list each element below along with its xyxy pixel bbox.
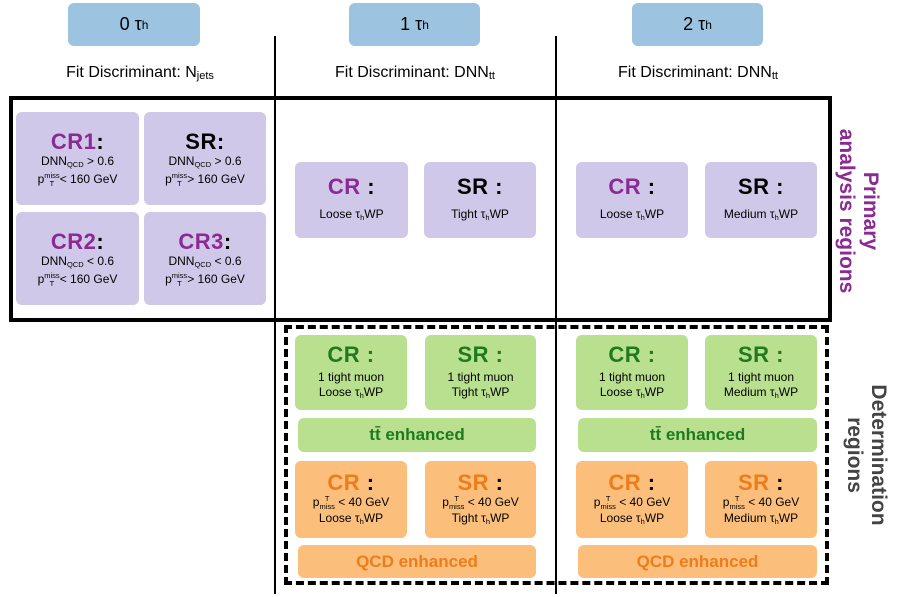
cr-2tau-ttbar-box: CR : 1 tight muon Loose τhWP bbox=[576, 335, 688, 410]
cr3-box: CR3: DNNQCD < 0.6 p miss T > 160 GeV bbox=[144, 212, 266, 305]
column-divider-2 bbox=[555, 36, 557, 594]
cr1-box: CR1: DNNQCD > 0.6 p miss T < 160 GeV bbox=[16, 112, 139, 205]
sr-2tau-ttbar-box: SR : 1 tight muon Medium τhWP bbox=[705, 335, 817, 410]
determination-regions-frame bbox=[284, 325, 829, 585]
ttbar-enhanced-banner-1tau: tt̄ enhanced bbox=[298, 418, 536, 452]
sr-2tau-primary-box: SR : Medium τhWP bbox=[705, 162, 817, 238]
primary-regions-frame bbox=[9, 96, 832, 322]
qcd-enhanced-banner-2tau: QCD enhanced bbox=[578, 545, 817, 578]
header-label: 0 τ bbox=[119, 14, 142, 34]
cr-1tau-primary-box: CR : Loose τhWP bbox=[295, 162, 408, 238]
fit-discriminant-2: Fit Discriminant: DNNtt bbox=[618, 64, 778, 82]
cr-2tau-primary-box: CR : Loose τhWP bbox=[576, 162, 688, 238]
fit-discriminant-1: Fit Discriminant: DNNtt bbox=[335, 64, 495, 82]
sr-1tau-primary-box: SR : Tight τhWP bbox=[424, 162, 536, 238]
sr-1tau-ttbar-box: SR : 1 tight muon Tight τhWP bbox=[425, 335, 536, 410]
cr-1tau-ttbar-box: CR : 1 tight muon Loose τhWP bbox=[295, 335, 407, 410]
sr-0tau-box: SR: DNNQCD > 0.6 p miss T > 160 GeV bbox=[144, 112, 266, 205]
qcd-enhanced-banner-1tau: QCD enhanced bbox=[298, 545, 536, 578]
cr2-box: CR2: DNNQCD < 0.6 p miss T < 160 GeV bbox=[16, 212, 139, 305]
fit-discriminant-0: Fit Discriminant: Njets bbox=[66, 64, 214, 82]
ttbar-enhanced-banner-2tau: tt̄ enhanced bbox=[578, 418, 817, 452]
column-divider-1 bbox=[274, 36, 276, 594]
